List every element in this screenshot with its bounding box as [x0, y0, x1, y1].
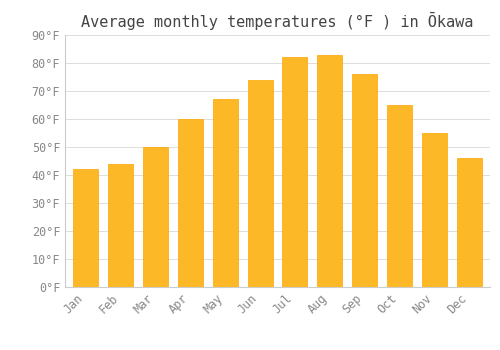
- Bar: [456, 158, 481, 287]
- Bar: [143, 147, 168, 287]
- Bar: [212, 99, 238, 287]
- Bar: [317, 55, 342, 287]
- Bar: [74, 169, 98, 287]
- Bar: [387, 105, 412, 287]
- Bar: [178, 119, 203, 287]
- Title: Average monthly temperatures (°F ) in Ōkawa: Average monthly temperatures (°F ) in Ōk…: [82, 12, 473, 30]
- Bar: [248, 80, 272, 287]
- Bar: [422, 133, 447, 287]
- Bar: [282, 57, 308, 287]
- Bar: [108, 164, 134, 287]
- Bar: [352, 74, 377, 287]
